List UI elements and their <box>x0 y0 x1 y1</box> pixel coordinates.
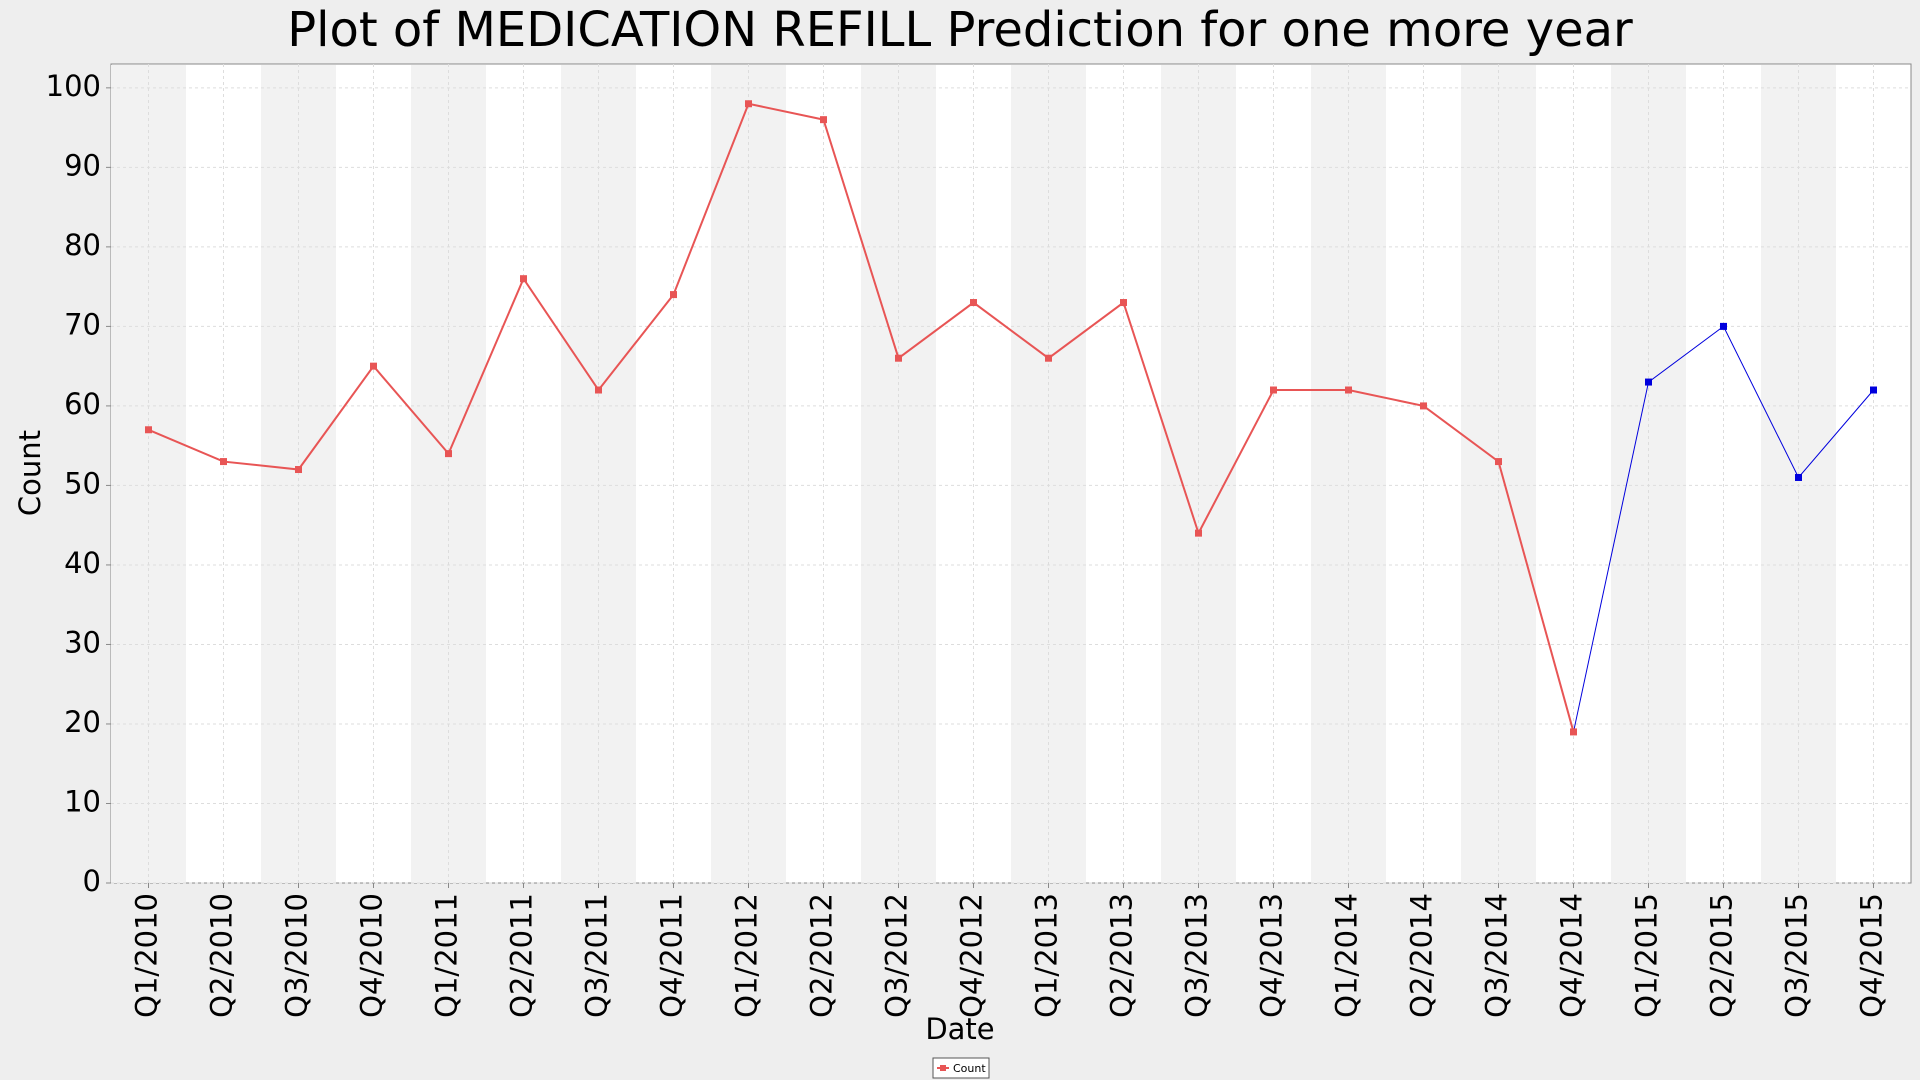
y-tick-label: 20 <box>64 705 101 739</box>
point <box>1570 728 1577 736</box>
y-tick-label: 100 <box>46 69 101 103</box>
y-tick-label: 10 <box>64 784 101 818</box>
y-tick-label: 90 <box>64 148 101 182</box>
x-tick-label: Q3/2012 <box>880 893 914 1018</box>
y-axis-label: Count <box>13 430 47 516</box>
y-tick-label: 60 <box>64 387 101 421</box>
point <box>1795 473 1802 481</box>
y-tick-label: 50 <box>64 466 101 500</box>
x-tick-label: Q4/2014 <box>1555 893 1589 1018</box>
chart-title: Plot of MEDICATION REFILL Prediction for… <box>287 2 1633 58</box>
point <box>1120 299 1127 307</box>
point <box>520 275 527 283</box>
point <box>895 354 902 362</box>
y-tick-label: 0 <box>83 864 101 898</box>
point <box>1345 386 1352 394</box>
point <box>1195 529 1202 537</box>
x-tick-label: Q1/2015 <box>1630 893 1664 1018</box>
x-tick-label: Q4/2013 <box>1255 893 1289 1018</box>
x-tick-label: Q2/2013 <box>1105 893 1139 1018</box>
connector-line <box>1573 381 1649 733</box>
y-tick-label: 40 <box>64 546 101 580</box>
point <box>220 458 227 466</box>
point <box>970 299 977 307</box>
point <box>820 116 827 124</box>
x-axis-label: Date <box>925 1012 994 1046</box>
x-tick-label: Q1/2013 <box>1030 893 1064 1018</box>
point <box>370 362 377 370</box>
x-tick-label: Q3/2011 <box>580 893 614 1018</box>
x-tick-label: Q4/2015 <box>1855 893 1889 1018</box>
point <box>1495 458 1502 466</box>
x-tick-label: Q4/2010 <box>355 893 389 1018</box>
x-tick-label: Q4/2012 <box>955 893 989 1018</box>
legend-box <box>932 1057 990 1079</box>
x-tick-label: Q2/2014 <box>1405 893 1439 1018</box>
series-line <box>148 102 1575 733</box>
legend-label: Count <box>953 1062 986 1075</box>
point <box>670 291 677 299</box>
legend-marker <box>940 1065 946 1071</box>
x-tick-label: Q4/2011 <box>655 893 689 1018</box>
y-tick-label: 30 <box>64 625 101 659</box>
x-tick-label: Q1/2014 <box>1330 893 1364 1018</box>
y-tick-label: 70 <box>64 307 101 341</box>
x-tick-label: Q3/2014 <box>1480 893 1514 1018</box>
x-tick-label: Q1/2010 <box>130 893 164 1018</box>
point <box>1270 386 1277 394</box>
point <box>1045 354 1052 362</box>
point <box>295 466 302 474</box>
y-tick-label: 80 <box>64 228 101 262</box>
x-tick-label: Q3/2010 <box>280 893 314 1018</box>
x-tick-label: Q2/2012 <box>805 893 839 1018</box>
point <box>1870 386 1877 394</box>
point <box>445 450 452 458</box>
series-line <box>1648 325 1874 479</box>
point <box>145 426 152 434</box>
point <box>745 100 752 108</box>
point <box>1420 402 1427 410</box>
x-tick-label: Q2/2010 <box>205 893 239 1018</box>
point <box>1720 322 1727 330</box>
x-tick-label: Q3/2015 <box>1780 893 1814 1018</box>
x-tick-label: Q3/2013 <box>1180 893 1214 1018</box>
point <box>1645 378 1652 386</box>
x-tick-label: Q2/2015 <box>1705 893 1739 1018</box>
x-tick-label: Q1/2011 <box>430 893 464 1018</box>
x-tick-label: Q1/2012 <box>730 893 764 1018</box>
x-tick-label: Q2/2011 <box>505 893 539 1018</box>
point <box>595 386 602 394</box>
